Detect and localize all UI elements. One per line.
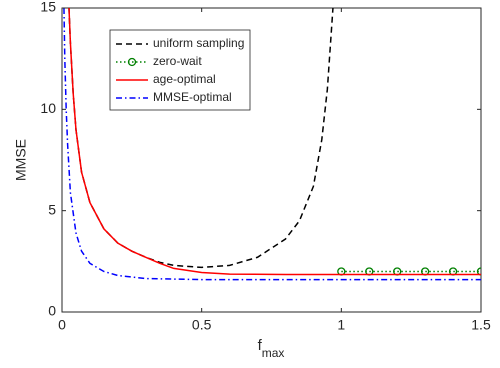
x-axis-label: fmax — [258, 337, 285, 360]
series-line — [63, 8, 481, 281]
series-line — [68, 8, 334, 269]
y-tick-label: 10 — [40, 100, 56, 116]
legend-label: age-optimal — [153, 72, 216, 86]
x-tick-label: 1 — [337, 317, 345, 333]
y-tick-label: 15 — [40, 0, 56, 15]
y-tick-label: 5 — [48, 201, 56, 217]
x-tick-label: 0.5 — [192, 317, 212, 333]
legend-label: MMSE-optimal — [153, 90, 232, 104]
series-line — [68, 8, 481, 276]
legend — [109, 29, 251, 111]
series-marker — [476, 267, 481, 276]
x-tick-label: 0 — [58, 317, 66, 333]
x-tick-label: 1.5 — [471, 317, 491, 333]
legend-label: zero-wait — [153, 54, 202, 68]
legend-label: uniform sampling — [153, 36, 244, 50]
y-axis-label: MMSE — [13, 139, 29, 181]
legend-marker — [127, 57, 137, 67]
y-tick-label: 0 — [48, 303, 56, 319]
plot-lines — [63, 8, 481, 281]
